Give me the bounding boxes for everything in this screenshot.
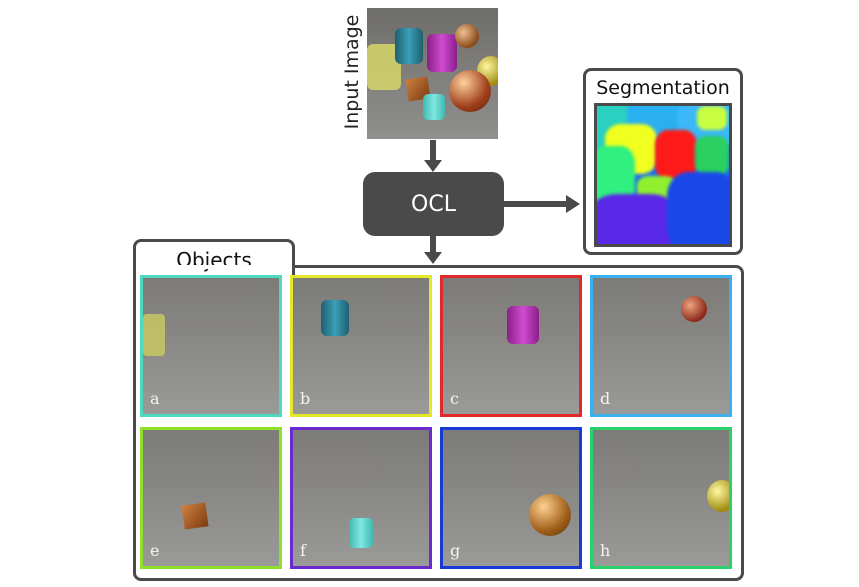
object-tile-e: e <box>140 427 282 569</box>
object-tile-h: h <box>590 427 732 569</box>
objects-panel <box>133 265 744 581</box>
object-tile-g: g <box>440 427 582 569</box>
arrow-ocl-to-objects-head <box>424 252 442 264</box>
copper-ball <box>449 70 491 112</box>
object-tile-d: d <box>590 275 732 417</box>
copper-ball-obj <box>529 494 571 536</box>
tile-label-f: f <box>300 541 306 560</box>
object-tile-a: a <box>140 275 282 417</box>
cyan-cylinder-obj <box>349 518 373 548</box>
arrow-ocl-to-objects <box>430 236 436 254</box>
arrow-input-to-ocl <box>430 140 436 162</box>
brown-cube-obj <box>181 502 209 530</box>
ocl-block: OCL <box>363 172 504 236</box>
teal-cylinder-obj <box>321 300 349 336</box>
object-tile-c: c <box>440 275 582 417</box>
purple-cylinder-obj <box>507 306 539 344</box>
tile-label-a: a <box>150 389 160 408</box>
segmentation-panel: Segmentation <box>583 68 743 255</box>
object-tile-b: b <box>290 275 432 417</box>
bronze-ball-obj <box>681 296 707 322</box>
segmentation-title: Segmentation <box>596 77 730 99</box>
arrow-ocl-to-segmentation-head <box>566 195 580 213</box>
ocl-label: OCL <box>411 191 456 217</box>
segmentation-map <box>594 103 732 247</box>
purple-cylinder <box>427 34 457 72</box>
tile-label-e: e <box>150 541 160 560</box>
tile-label-h: h <box>600 541 611 560</box>
input-image <box>367 8 498 139</box>
cyan-cylinder <box>423 94 445 120</box>
gold-ball-obj <box>707 480 729 512</box>
arrow-input-to-ocl-head <box>424 160 442 172</box>
tile-label-c: c <box>450 389 459 408</box>
tile-label-b: b <box>300 389 311 408</box>
teal-cylinder <box>395 28 423 64</box>
arrow-ocl-to-segmentation <box>504 201 568 207</box>
bronze-ball-small <box>455 24 479 48</box>
tile-label-d: d <box>600 389 611 408</box>
object-tile-f: f <box>290 427 432 569</box>
yellow-cylinder-obj <box>143 314 165 356</box>
tile-label-g: g <box>450 541 461 560</box>
